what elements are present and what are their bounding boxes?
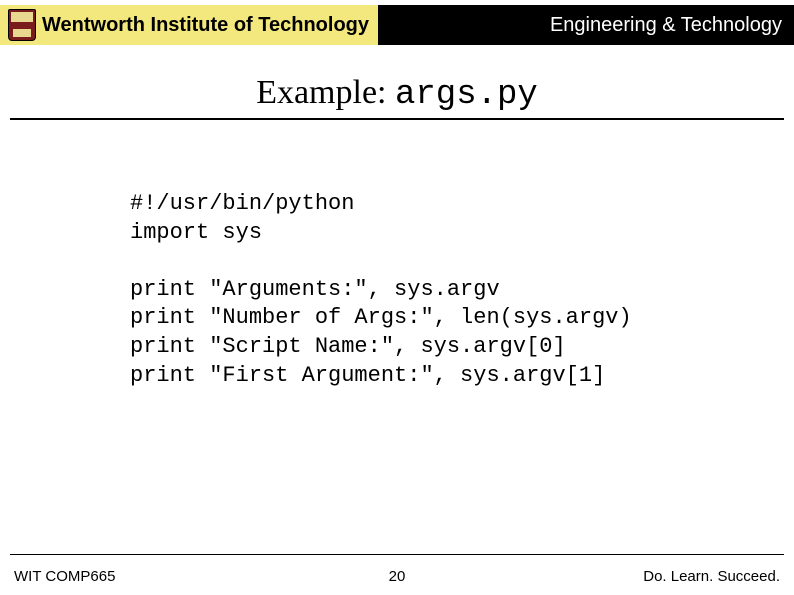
title-underline xyxy=(10,118,784,120)
page-number: 20 xyxy=(389,568,406,585)
slide-footer: WIT COMP665 20 Do. Learn. Succeed. xyxy=(0,568,794,585)
slide-header: Wentworth Institute of Technology Engine… xyxy=(0,5,794,45)
header-right: Engineering & Technology xyxy=(378,5,794,45)
title-filename: args.py xyxy=(395,76,538,114)
institution-name: Wentworth Institute of Technology xyxy=(42,14,369,37)
course-code: WIT COMP665 xyxy=(14,568,115,585)
title-prefix: Example: xyxy=(256,74,395,111)
department-name: Engineering & Technology xyxy=(550,14,782,37)
slide-title: Example: args.py xyxy=(0,60,794,122)
footer-rule xyxy=(10,554,784,555)
institution-crest-icon xyxy=(8,9,36,41)
motto: Do. Learn. Succeed. xyxy=(643,568,780,585)
code-listing: #!/usr/bin/python import sys print "Argu… xyxy=(130,190,632,390)
header-left: Wentworth Institute of Technology xyxy=(0,5,379,45)
